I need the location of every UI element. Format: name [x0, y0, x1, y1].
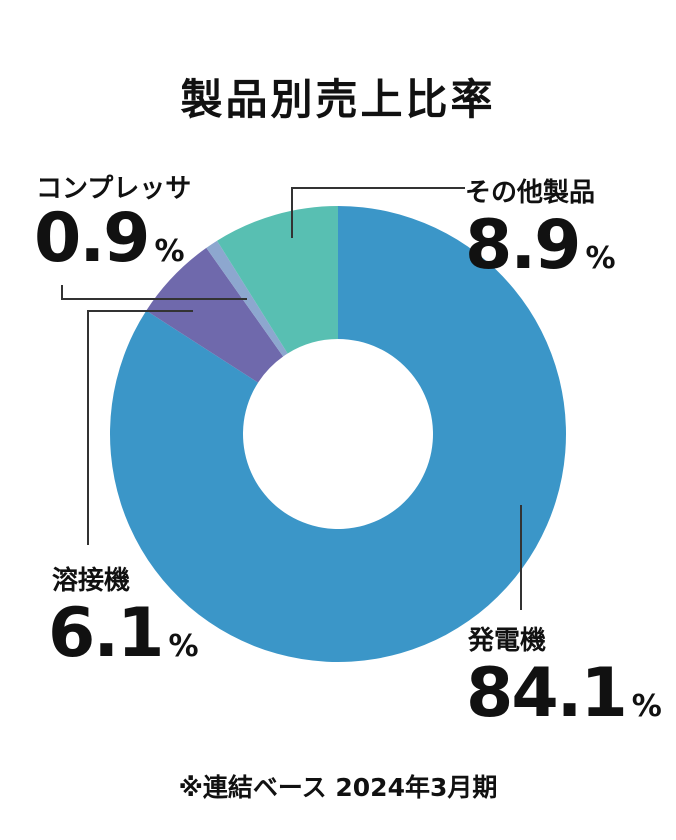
label-yousetsuki-name: 溶接機: [52, 566, 131, 596]
unit-yousetsuki: %: [168, 629, 199, 664]
label-yousetsuki-value: 6.1%: [48, 600, 199, 668]
donut-slice-1: [146, 247, 284, 383]
unit-sonota: %: [585, 241, 616, 276]
label-hatsudenki-name: 発電機: [468, 626, 547, 656]
unit-hatsudenki: %: [631, 689, 662, 724]
label-sonota-value: 8.9%: [465, 212, 616, 280]
footnote: ※連結ベース 2024年3月期: [178, 773, 498, 802]
value-hatsudenki: 84.1: [466, 654, 628, 733]
donut-slice-0: [109, 206, 566, 662]
leader-line-sonota: [291, 187, 465, 238]
value-sonota: 8.9: [465, 206, 581, 285]
label-compressor-name: コンプレッサ: [36, 174, 192, 204]
label-sonota-name: その他製品: [465, 178, 596, 208]
label-compressor-value: 0.9%: [34, 205, 185, 273]
leader-line-compressor: [61, 285, 247, 300]
donut-slice-3: [217, 206, 338, 354]
unit-compressor: %: [154, 234, 185, 269]
chart-title: 製品別売上比率: [180, 75, 496, 124]
leader-line-yousetsuki: [87, 310, 193, 545]
value-yousetsuki: 6.1: [48, 594, 164, 673]
label-hatsudenki-value: 84.1%: [466, 660, 662, 728]
value-compressor: 0.9: [34, 199, 150, 278]
